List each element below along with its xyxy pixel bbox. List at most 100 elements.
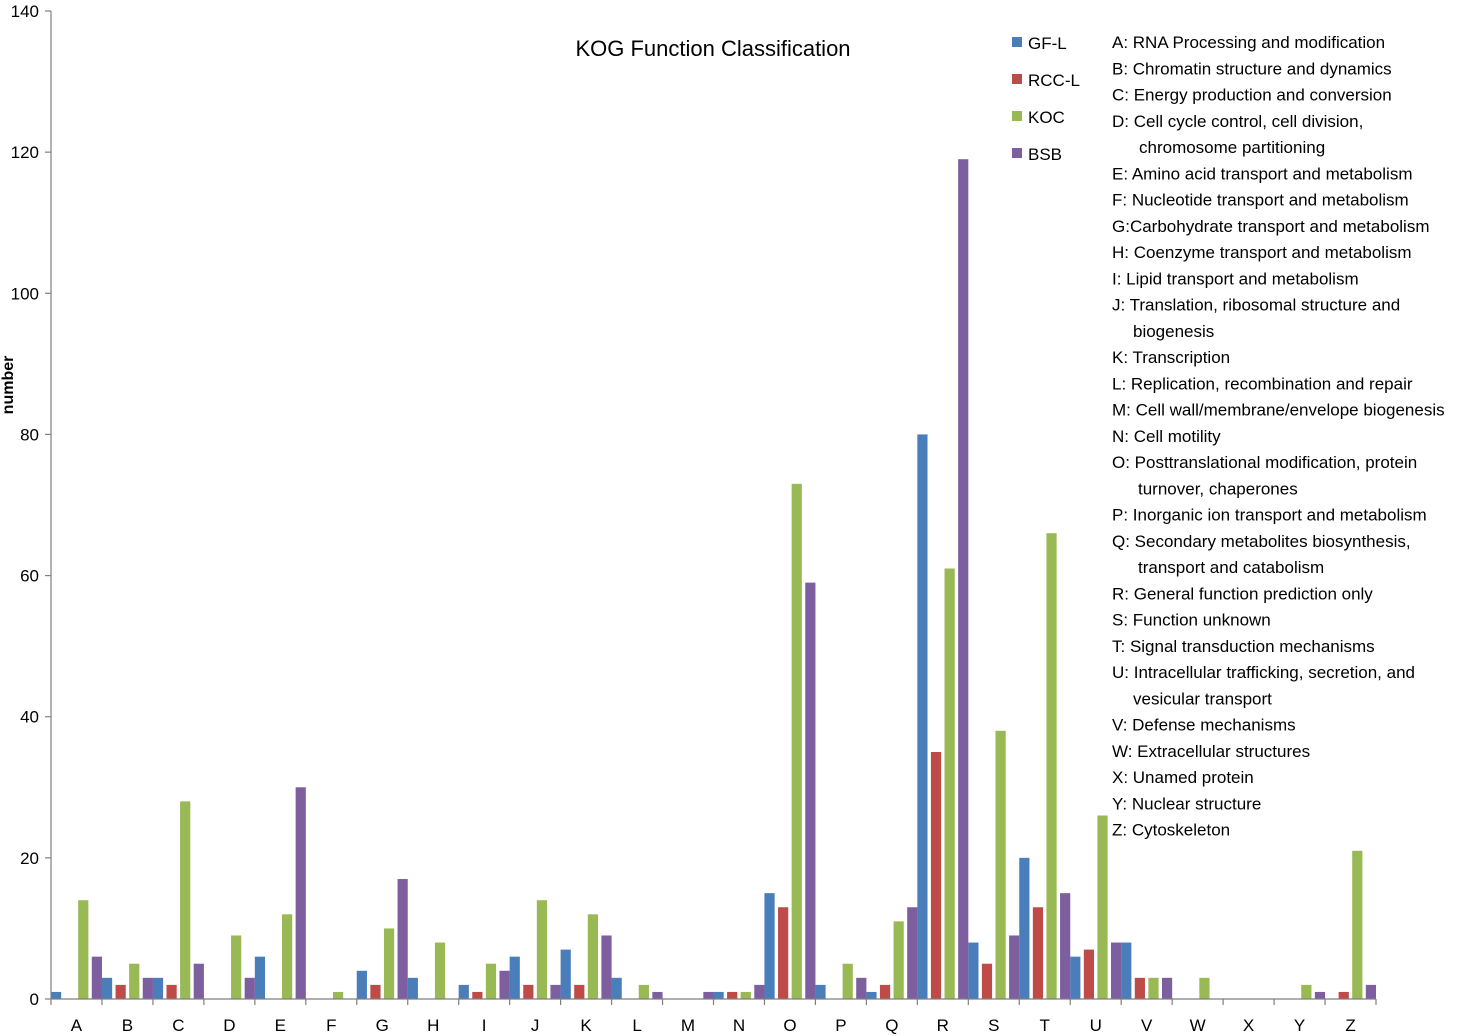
bar-koc-w: [1199, 977, 1210, 999]
x-tick-label: S: [988, 1016, 999, 1035]
bar-koc-g: [383, 928, 395, 999]
bar-rcc-l-c: [166, 984, 177, 999]
legend-label: GF-L: [1028, 34, 1067, 53]
bar-rcc-l-g: [370, 984, 381, 999]
x-tick-label: W: [1190, 1016, 1206, 1035]
bar-koc-c: [180, 801, 191, 999]
y-tick-label: 40: [20, 708, 39, 727]
x-tick-label: X: [1243, 1016, 1254, 1035]
x-tick-label: F: [326, 1016, 336, 1035]
category-description: biogenesis: [1133, 322, 1214, 341]
bar-gf-l-b: [101, 977, 113, 999]
x-tick-label: T: [1040, 1016, 1050, 1035]
y-tick-label: 120: [11, 143, 39, 162]
category-description: X: Unamed protein: [1112, 768, 1254, 787]
y-tick-label: 60: [20, 567, 39, 586]
bar-bsb-z: [1365, 984, 1377, 999]
bar-bsb-g: [397, 879, 408, 999]
category-description: O: Posttranslational modification, prote…: [1112, 453, 1417, 472]
bar-bsb-i: [499, 970, 510, 999]
x-tick-label: G: [376, 1016, 389, 1035]
bar-gf-l-n: [713, 991, 724, 999]
x-tick-label: R: [937, 1016, 949, 1035]
x-tick-label: I: [482, 1016, 487, 1035]
bar-koc-v: [1148, 977, 1159, 999]
bar-bsb-n: [754, 984, 765, 999]
bar-koc-d: [231, 935, 242, 999]
bar-rcc-l-u: [1083, 949, 1095, 999]
bar-gf-l-c: [152, 977, 164, 999]
bar-rcc-l-n: [727, 991, 738, 999]
bar-koc-n: [740, 991, 751, 999]
bar-gf-l-s: [968, 942, 979, 999]
bar-bsb-v: [1161, 977, 1173, 999]
category-description: F: Nucleotide transport and metabolism: [1112, 191, 1409, 210]
bar-bsb-m: [703, 991, 714, 999]
bar-gf-l-v: [1121, 942, 1132, 999]
bar-gf-l-i: [458, 984, 469, 999]
bar-gf-l-r: [917, 434, 928, 999]
bar-koc-o: [791, 483, 802, 999]
bar-koc-r: [944, 568, 955, 999]
bar-koc-j: [536, 900, 548, 999]
bar-bsb-y: [1314, 991, 1326, 999]
axes-layer: 0 20 40 60 80 100 120 140 A B C D E F G H I J K L M N O P Q R S T U V…: [11, 2, 1377, 1035]
category-description: A: RNA Processing and modification: [1112, 33, 1385, 52]
bar-gf-l-q: [866, 991, 877, 999]
bar-bsb-c: [193, 963, 204, 999]
x-tick-label: P: [835, 1016, 846, 1035]
bar-rcc-l-v: [1134, 977, 1145, 999]
bar-koc-a: [78, 900, 89, 999]
bar-rcc-l-i: [472, 991, 483, 999]
category-description: vesicular transport: [1133, 689, 1272, 708]
category-description: I: Lipid transport and metabolism: [1112, 269, 1359, 288]
bar-bsb-u: [1111, 942, 1122, 999]
category-description: turnover, chaperones: [1138, 479, 1298, 498]
bar-gf-l-e: [254, 956, 266, 999]
x-tick-label: J: [531, 1016, 540, 1035]
y-tick-label: 100: [11, 284, 39, 303]
x-tick-label: E: [275, 1016, 286, 1035]
bar-rcc-l-r: [930, 752, 942, 999]
bar-koc-q: [893, 921, 904, 999]
x-tick-label: U: [1090, 1016, 1102, 1035]
bar-rcc-l-z: [1338, 991, 1349, 999]
x-tick-label: K: [580, 1016, 592, 1035]
bar-bsb-t: [1060, 893, 1071, 999]
category-description: chromosome partitioning: [1139, 138, 1325, 157]
category-description: C: Energy production and conversion: [1112, 86, 1392, 105]
category-description: Q: Secondary metabolites biosynthesis,: [1112, 532, 1411, 551]
y-tick-label: 0: [30, 990, 39, 1009]
bar-gf-l-j: [509, 956, 520, 999]
bar-rcc-l-s: [981, 963, 993, 999]
x-tick-label: Q: [885, 1016, 898, 1035]
legend-swatch: [1012, 37, 1022, 47]
x-tick-label: D: [223, 1016, 235, 1035]
x-tick-label: O: [783, 1016, 796, 1035]
bar-koc-t: [1046, 533, 1057, 999]
bar-bsb-r: [958, 159, 969, 999]
bar-rcc-l-q: [879, 984, 891, 999]
category-descriptions: A: RNA Processing and modification B: Chr…: [1112, 33, 1445, 840]
bar-gf-l-p: [815, 984, 826, 999]
bar-rcc-l-j: [523, 984, 534, 999]
category-description: K: Transcription: [1112, 348, 1230, 367]
category-description: W: Extracellular structures: [1112, 742, 1310, 761]
bar-koc-i: [485, 963, 497, 999]
x-tick-label: N: [733, 1016, 745, 1035]
category-description: B: Chromatin structure and dynamics: [1112, 59, 1392, 78]
bar-koc-b: [129, 963, 140, 999]
legend-swatch: [1012, 111, 1022, 121]
bars-layer: [50, 159, 1377, 999]
bar-koc-l: [638, 984, 649, 999]
x-tick-label: M: [681, 1016, 695, 1035]
y-tick-label: 140: [11, 2, 39, 21]
bar-koc-z: [1352, 850, 1363, 999]
bar-koc-h: [434, 942, 446, 999]
x-tick-label: C: [172, 1016, 184, 1035]
bar-bsb-b: [142, 977, 153, 999]
category-description: L: Replication, recombination and repair: [1112, 374, 1413, 393]
bar-rcc-l-o: [778, 907, 789, 999]
category-description: transport and catabolism: [1138, 558, 1324, 577]
bar-koc-k: [587, 914, 598, 999]
